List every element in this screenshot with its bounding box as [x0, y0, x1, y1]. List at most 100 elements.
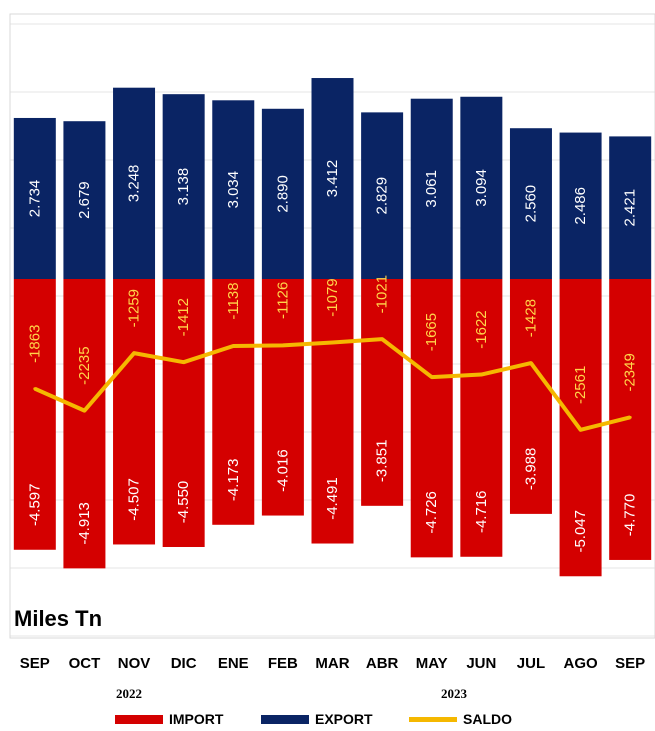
import-value-label: -4.716 [473, 490, 490, 533]
x-tick-label: MAR [315, 655, 349, 672]
x-tick-label: DIC [171, 655, 197, 672]
saldo-point [281, 343, 285, 347]
x-tick-label: SEP [615, 655, 645, 672]
saldo-value-label: -1665 [423, 313, 440, 351]
saldo-value-label: -1863 [26, 325, 43, 363]
legend: IMPORT EXPORT SALDO [0, 711, 655, 731]
import-bar [13, 279, 56, 550]
saldo-value-label: -1412 [175, 298, 192, 336]
x-tick-label: AGO [563, 655, 598, 672]
year-label-2023: 2023 [441, 686, 467, 701]
legend-item-export: EXPORT [261, 711, 373, 727]
export-bar [113, 87, 156, 279]
export-bar [261, 108, 304, 280]
saldo-value-label: -1428 [522, 299, 539, 337]
import-bar [162, 279, 205, 547]
x-tick-label: FEB [268, 655, 298, 672]
saldo-line-series [33, 337, 632, 432]
import-value-label: -4.016 [274, 449, 291, 492]
export-value-label: 3.061 [423, 170, 440, 208]
export-value-label: 2.734 [26, 180, 43, 218]
import-bar [361, 279, 404, 506]
import-value-label: -3.851 [374, 440, 391, 483]
legend-item-saldo: SALDO [409, 711, 512, 727]
legend-swatch-export [261, 714, 309, 724]
import-value-label: -4.597 [26, 483, 43, 526]
legend-item-import: IMPORT [115, 711, 223, 727]
export-bar [162, 94, 205, 279]
export-value-label: 3.412 [324, 160, 341, 198]
import-value-label: -4.726 [423, 491, 440, 534]
saldo-point [231, 344, 235, 348]
export-bar [361, 112, 404, 279]
x-tick-label: JUN [466, 655, 496, 672]
legend-swatch-saldo [409, 716, 457, 722]
import-value-label: -3.988 [522, 448, 539, 491]
export-value-label: 2.486 [572, 187, 589, 225]
export-bar [609, 136, 652, 279]
saldo-value-label: -2349 [622, 353, 639, 391]
export-value-label: 2.679 [76, 181, 93, 219]
saldo-point [380, 337, 384, 341]
saldo-point [430, 375, 434, 379]
x-tick-label: JUL [517, 655, 545, 672]
import-bar [113, 279, 156, 545]
x-tick-label: MAY [416, 655, 448, 672]
export-value-label: 2.560 [522, 185, 539, 223]
saldo-point [182, 360, 186, 364]
import-bar [212, 279, 255, 525]
x-tick-label: SEP [20, 655, 50, 672]
export-bar [311, 78, 354, 279]
legend-label-import: IMPORT [169, 711, 224, 727]
plot-area-border [9, 13, 655, 639]
x-tick-label: NOV [118, 655, 151, 672]
import-bar [460, 279, 503, 557]
x-tick-label: ENE [218, 655, 249, 672]
export-bar [212, 100, 255, 280]
saldo-value-label: -2235 [76, 346, 93, 384]
bar-data-labels: 2.734 -4.597 2.679 -4.913 3.248 -4.507 3.138 -4… [26, 160, 638, 553]
export-value-label: 2.890 [274, 175, 291, 213]
saldo-value-label: -1138 [225, 282, 242, 319]
saldo-point [628, 415, 632, 419]
x-tick-label: OCT [69, 655, 101, 672]
saldo-value-label: -1079 [324, 278, 341, 316]
saldo-point [33, 387, 37, 391]
saldo-point [82, 409, 86, 413]
export-value-label: 3.248 [126, 165, 143, 203]
import-value-label: -4.507 [126, 478, 143, 521]
import-value-label: -4.173 [225, 459, 242, 502]
saldo-point [479, 373, 483, 377]
import-value-label: -4.770 [622, 494, 639, 537]
x-tick-label: ABR [366, 655, 399, 672]
legend-swatch-import [115, 714, 163, 724]
import-value-label: -5.047 [572, 510, 589, 553]
saldo-point [529, 361, 533, 365]
saldo-point [579, 428, 583, 432]
year-label-2022: 2022 [116, 686, 142, 701]
saldo-point [132, 351, 136, 355]
export-value-label: 3.034 [225, 171, 242, 209]
legend-label-saldo: SALDO [463, 711, 512, 727]
import-bar [261, 279, 304, 516]
export-value-label: 3.138 [175, 168, 192, 206]
unit-label: Miles Tn [14, 606, 103, 631]
import-bar [410, 279, 453, 558]
import-value-label: -4.550 [175, 481, 192, 524]
export-bar [410, 98, 453, 280]
export-bar [460, 96, 503, 279]
export-bar [559, 132, 602, 279]
export-bar [63, 121, 106, 279]
saldo-value-label: -1126 [274, 282, 291, 319]
import-bar [63, 279, 106, 569]
saldo-point [331, 341, 334, 345]
export-value-label: 3.094 [473, 169, 490, 207]
saldo-data-labels: -1863 -2235 -1259 -1412 -1138 -1126 -1079 -1021… [26, 275, 638, 404]
saldo-value-label: -1259 [126, 289, 143, 327]
x-axis-tick-labels: SEP OCT NOV DIC ENE FEB MAR ABR MAY JUN JUL AGO SEP [20, 655, 645, 672]
export-value-label: 2.829 [374, 177, 391, 215]
export-bar [509, 128, 552, 279]
import-bar [311, 279, 354, 544]
export-value-label: 2.421 [622, 189, 639, 227]
